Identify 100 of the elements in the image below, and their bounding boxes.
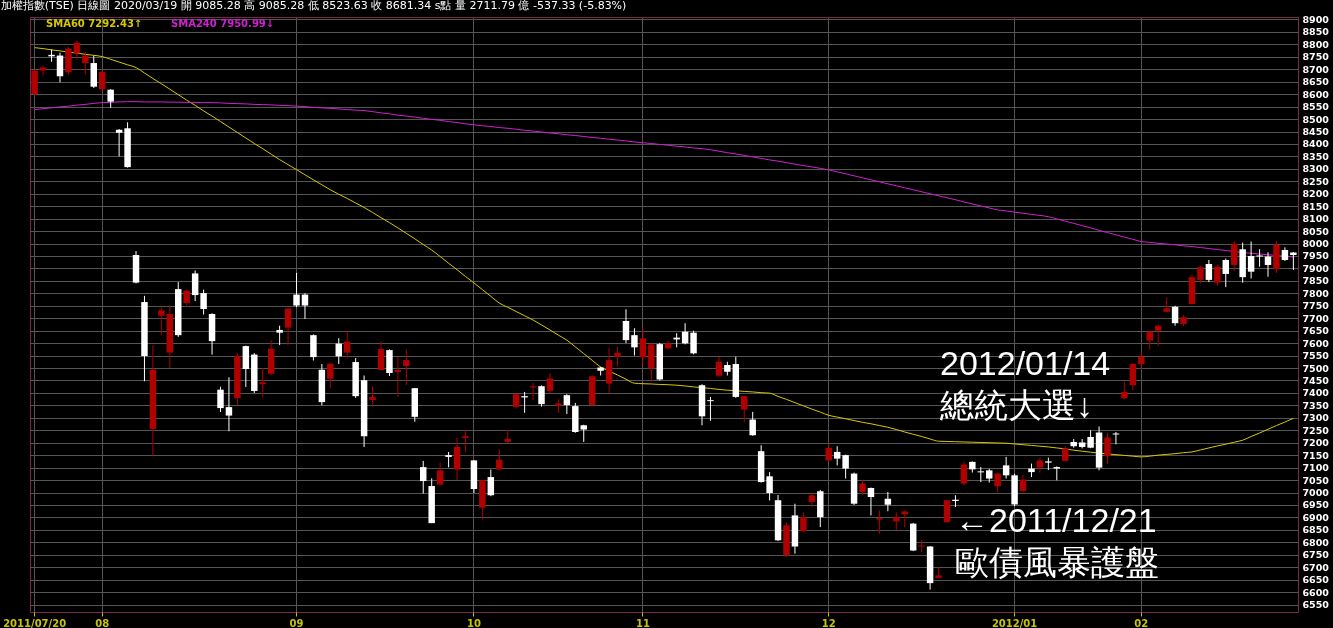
candlestick <box>1129 362 1137 391</box>
candlestick <box>1222 257 1229 288</box>
y-tick-label: 8850 <box>1302 26 1330 38</box>
candlestick <box>1205 259 1213 283</box>
candlestick <box>1256 248 1263 268</box>
candlestick <box>225 376 233 432</box>
candlestick <box>1264 251 1272 278</box>
y-tick-label: 7300 <box>1302 412 1330 424</box>
candlestick <box>487 469 495 497</box>
candlestick <box>614 346 621 368</box>
candlestick <box>327 362 334 389</box>
candlestick <box>605 347 613 394</box>
candlestick <box>876 509 883 535</box>
candlestick <box>107 88 114 109</box>
candlestick <box>420 460 427 494</box>
x-tick-label: 2012/01 <box>991 617 1038 628</box>
x-tick-label: 08 <box>95 617 110 628</box>
candlestick <box>800 511 807 533</box>
y-tick-label: 7850 <box>1302 275 1330 287</box>
candlestick <box>563 393 571 415</box>
candlestick <box>82 51 89 75</box>
series-label: SMA60 7292.43↑ <box>46 18 143 29</box>
candlestick <box>369 385 376 408</box>
candlestick <box>99 70 106 91</box>
y-tick-label: 8350 <box>1302 150 1330 162</box>
y-tick-label: 8800 <box>1302 38 1330 50</box>
candlestick <box>386 348 393 377</box>
candlestick <box>1138 351 1145 371</box>
y-tick-label: 8150 <box>1302 200 1330 212</box>
y-tick-label: 7650 <box>1302 325 1330 337</box>
x-tick-label: 10 <box>466 617 481 628</box>
candlestick <box>546 372 554 394</box>
y-tick-label: 7200 <box>1302 437 1330 449</box>
candlestick <box>56 52 64 83</box>
y-tick-label: 8000 <box>1302 238 1330 250</box>
y-tick-label: 8200 <box>1302 188 1330 200</box>
candlestick <box>65 46 72 76</box>
y-tick-label: 7400 <box>1302 387 1330 399</box>
candlestick <box>310 333 317 362</box>
candlestick <box>115 128 123 157</box>
y-tick-label: 8750 <box>1302 51 1330 63</box>
candlestick <box>276 325 283 346</box>
y-tick-label: 6700 <box>1302 561 1330 573</box>
y-tick-label: 8700 <box>1302 63 1330 75</box>
candlestick <box>1214 264 1221 287</box>
y-tick-label: 7350 <box>1302 399 1330 411</box>
candlestick <box>394 356 402 398</box>
y-tick-label: 8050 <box>1302 225 1330 237</box>
candlestick <box>538 384 545 408</box>
y-tick-label: 6600 <box>1302 586 1330 598</box>
y-tick-label: 7000 <box>1302 487 1330 498</box>
y-tick-label: 7700 <box>1302 312 1330 324</box>
y-tick-label: 8450 <box>1302 126 1330 138</box>
candlestick <box>377 341 385 372</box>
y-tick-label: 7550 <box>1302 350 1330 362</box>
y-tick-label: 7450 <box>1302 374 1330 386</box>
y-tick-label: 7050 <box>1302 474 1330 486</box>
candlestick <box>1154 323 1162 347</box>
y-tick-label: 7800 <box>1302 287 1330 299</box>
y-tick-label: 8600 <box>1302 88 1330 100</box>
candlestick <box>462 429 469 453</box>
x-tick-label: 09 <box>289 617 304 628</box>
annotation: ←2011/12/21 歐債風暴護盤 <box>955 501 1159 581</box>
y-tick-label: 8250 <box>1302 175 1330 187</box>
y-tick-label: 8400 <box>1302 138 1330 150</box>
candlestick <box>1036 457 1044 474</box>
candlestick <box>884 491 892 512</box>
y-tick-label: 8300 <box>1302 163 1330 175</box>
y-tick-label: 6950 <box>1302 499 1330 511</box>
candlestick <box>749 411 756 437</box>
y-tick-label: 6550 <box>1302 599 1330 611</box>
candlestick <box>631 327 638 357</box>
candlestick <box>259 367 266 398</box>
candlestick <box>918 539 925 553</box>
chart-title: 加權指數(TSE) 日線圖 2020/03/19 開 9085.28 高 9085.28 低 8523.63 收 8681.34 s點 量 2711.79 億 -537.33 (-5.83%) <box>0 0 627 13</box>
candlestick <box>31 68 38 96</box>
candlestick <box>707 396 714 422</box>
candlestick <box>867 487 875 516</box>
candlestick <box>1230 240 1238 272</box>
candlestick <box>301 292 309 320</box>
candlestick <box>90 55 98 89</box>
annotation: 2012/01/14 總統大選↓ <box>939 344 1111 424</box>
y-tick-label: 8900 <box>1302 13 1330 25</box>
candlestick <box>715 356 723 378</box>
candlestick <box>766 471 773 501</box>
y-tick-label: 7600 <box>1302 337 1330 349</box>
candlestick <box>158 307 165 336</box>
candlestick <box>639 327 647 367</box>
y-tick-label: 6650 <box>1302 574 1330 586</box>
candlestick <box>1146 330 1153 350</box>
y-tick-label: 6800 <box>1302 536 1330 548</box>
candlestick <box>403 348 410 386</box>
x-tick-label: 2011/07/20 <box>3 617 67 628</box>
candlestick <box>200 289 207 315</box>
candlestick <box>1002 456 1010 480</box>
y-tick-label: 7150 <box>1302 449 1330 461</box>
x-tick-label: 12 <box>821 617 836 628</box>
candlestick <box>1104 432 1111 465</box>
y-tick-label: 6900 <box>1302 511 1330 523</box>
candlestick <box>217 386 224 413</box>
